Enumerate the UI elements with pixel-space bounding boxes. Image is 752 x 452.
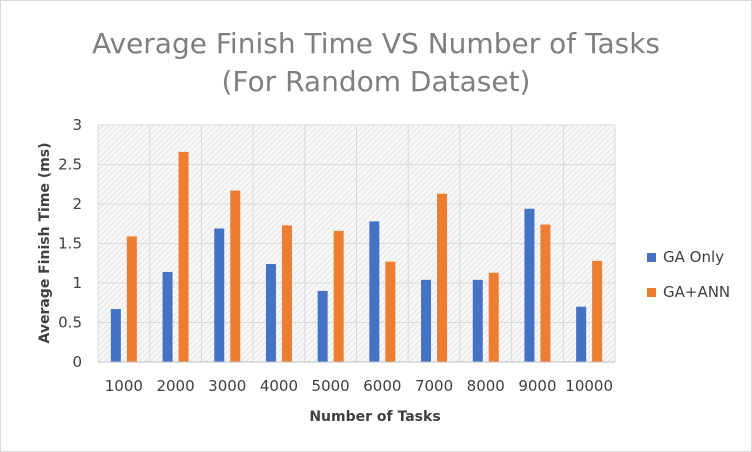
- y-axis-ticks: 0 0.5 1 1.5 2 2.5 3: [58, 116, 82, 371]
- legend-swatch: [647, 253, 656, 262]
- y-tick-label: 0.5: [58, 314, 82, 332]
- x-axis-title: Number of Tasks: [309, 409, 440, 425]
- bar-ga-only-5000: [317, 290, 328, 362]
- x-tick-label: 1000: [105, 377, 143, 395]
- chart-title-line-1: Average Finish Time VS Number of Tasks: [92, 27, 660, 60]
- bar-ga-ann-1000: [126, 236, 137, 362]
- y-tick-label: 2: [72, 195, 82, 213]
- x-tick-label: 10000: [565, 377, 613, 395]
- bar-ga-ann-9000: [540, 224, 551, 362]
- x-tick-label: 3000: [208, 377, 246, 395]
- y-tick-label: 3: [72, 116, 82, 134]
- bar-ga-only-4000: [265, 264, 276, 362]
- x-tick-label: 5000: [312, 377, 350, 395]
- x-tick-label: 7000: [415, 377, 453, 395]
- bar-ga-only-10000: [576, 306, 587, 362]
- x-axis-ticks: 1000 2000 3000 4000 5000 6000 7000 8000 9000 1000…: [105, 377, 613, 395]
- bar-ga-ann-2000: [178, 151, 189, 362]
- x-tick-label: 8000: [467, 377, 505, 395]
- bar-ga-ann-3000: [230, 190, 241, 362]
- bar-ga-only-2000: [162, 271, 173, 362]
- x-tick-label: 6000: [363, 377, 401, 395]
- chart-title-line-2: (For Random Dataset): [222, 65, 531, 98]
- y-tick-label: 1.5: [58, 235, 82, 253]
- bar-ga-ann-4000: [281, 225, 292, 362]
- bar-ga-only-9000: [524, 208, 535, 362]
- bar-ga-ann-5000: [333, 230, 344, 362]
- y-tick-label: 1: [72, 274, 82, 292]
- bar-ga-only-8000: [472, 279, 483, 362]
- bar-ga-ann-10000: [592, 260, 603, 362]
- bar-ga-ann-8000: [488, 272, 499, 362]
- bar-ga-only-3000: [214, 228, 225, 362]
- bar-ga-only-6000: [369, 221, 380, 362]
- legend-label: GA Only: [663, 248, 724, 266]
- x-tick-label: 2000: [156, 377, 194, 395]
- y-tick-label: 0: [72, 353, 82, 371]
- bar-ga-ann-6000: [385, 261, 396, 362]
- legend: GA Only GA+ANN: [647, 248, 730, 301]
- y-tick-label: 2.5: [58, 156, 82, 174]
- bar-ga-only-1000: [110, 309, 121, 362]
- x-tick-label: 4000: [260, 377, 298, 395]
- legend-label: GA+ANN: [663, 283, 730, 301]
- bar-ga-ann-7000: [437, 193, 448, 362]
- bar-ga-only-7000: [421, 279, 432, 362]
- legend-swatch: [647, 288, 656, 297]
- x-tick-label: 9000: [518, 377, 556, 395]
- y-axis-title: Average Finish Time (ms): [37, 142, 53, 343]
- bars: [110, 151, 603, 362]
